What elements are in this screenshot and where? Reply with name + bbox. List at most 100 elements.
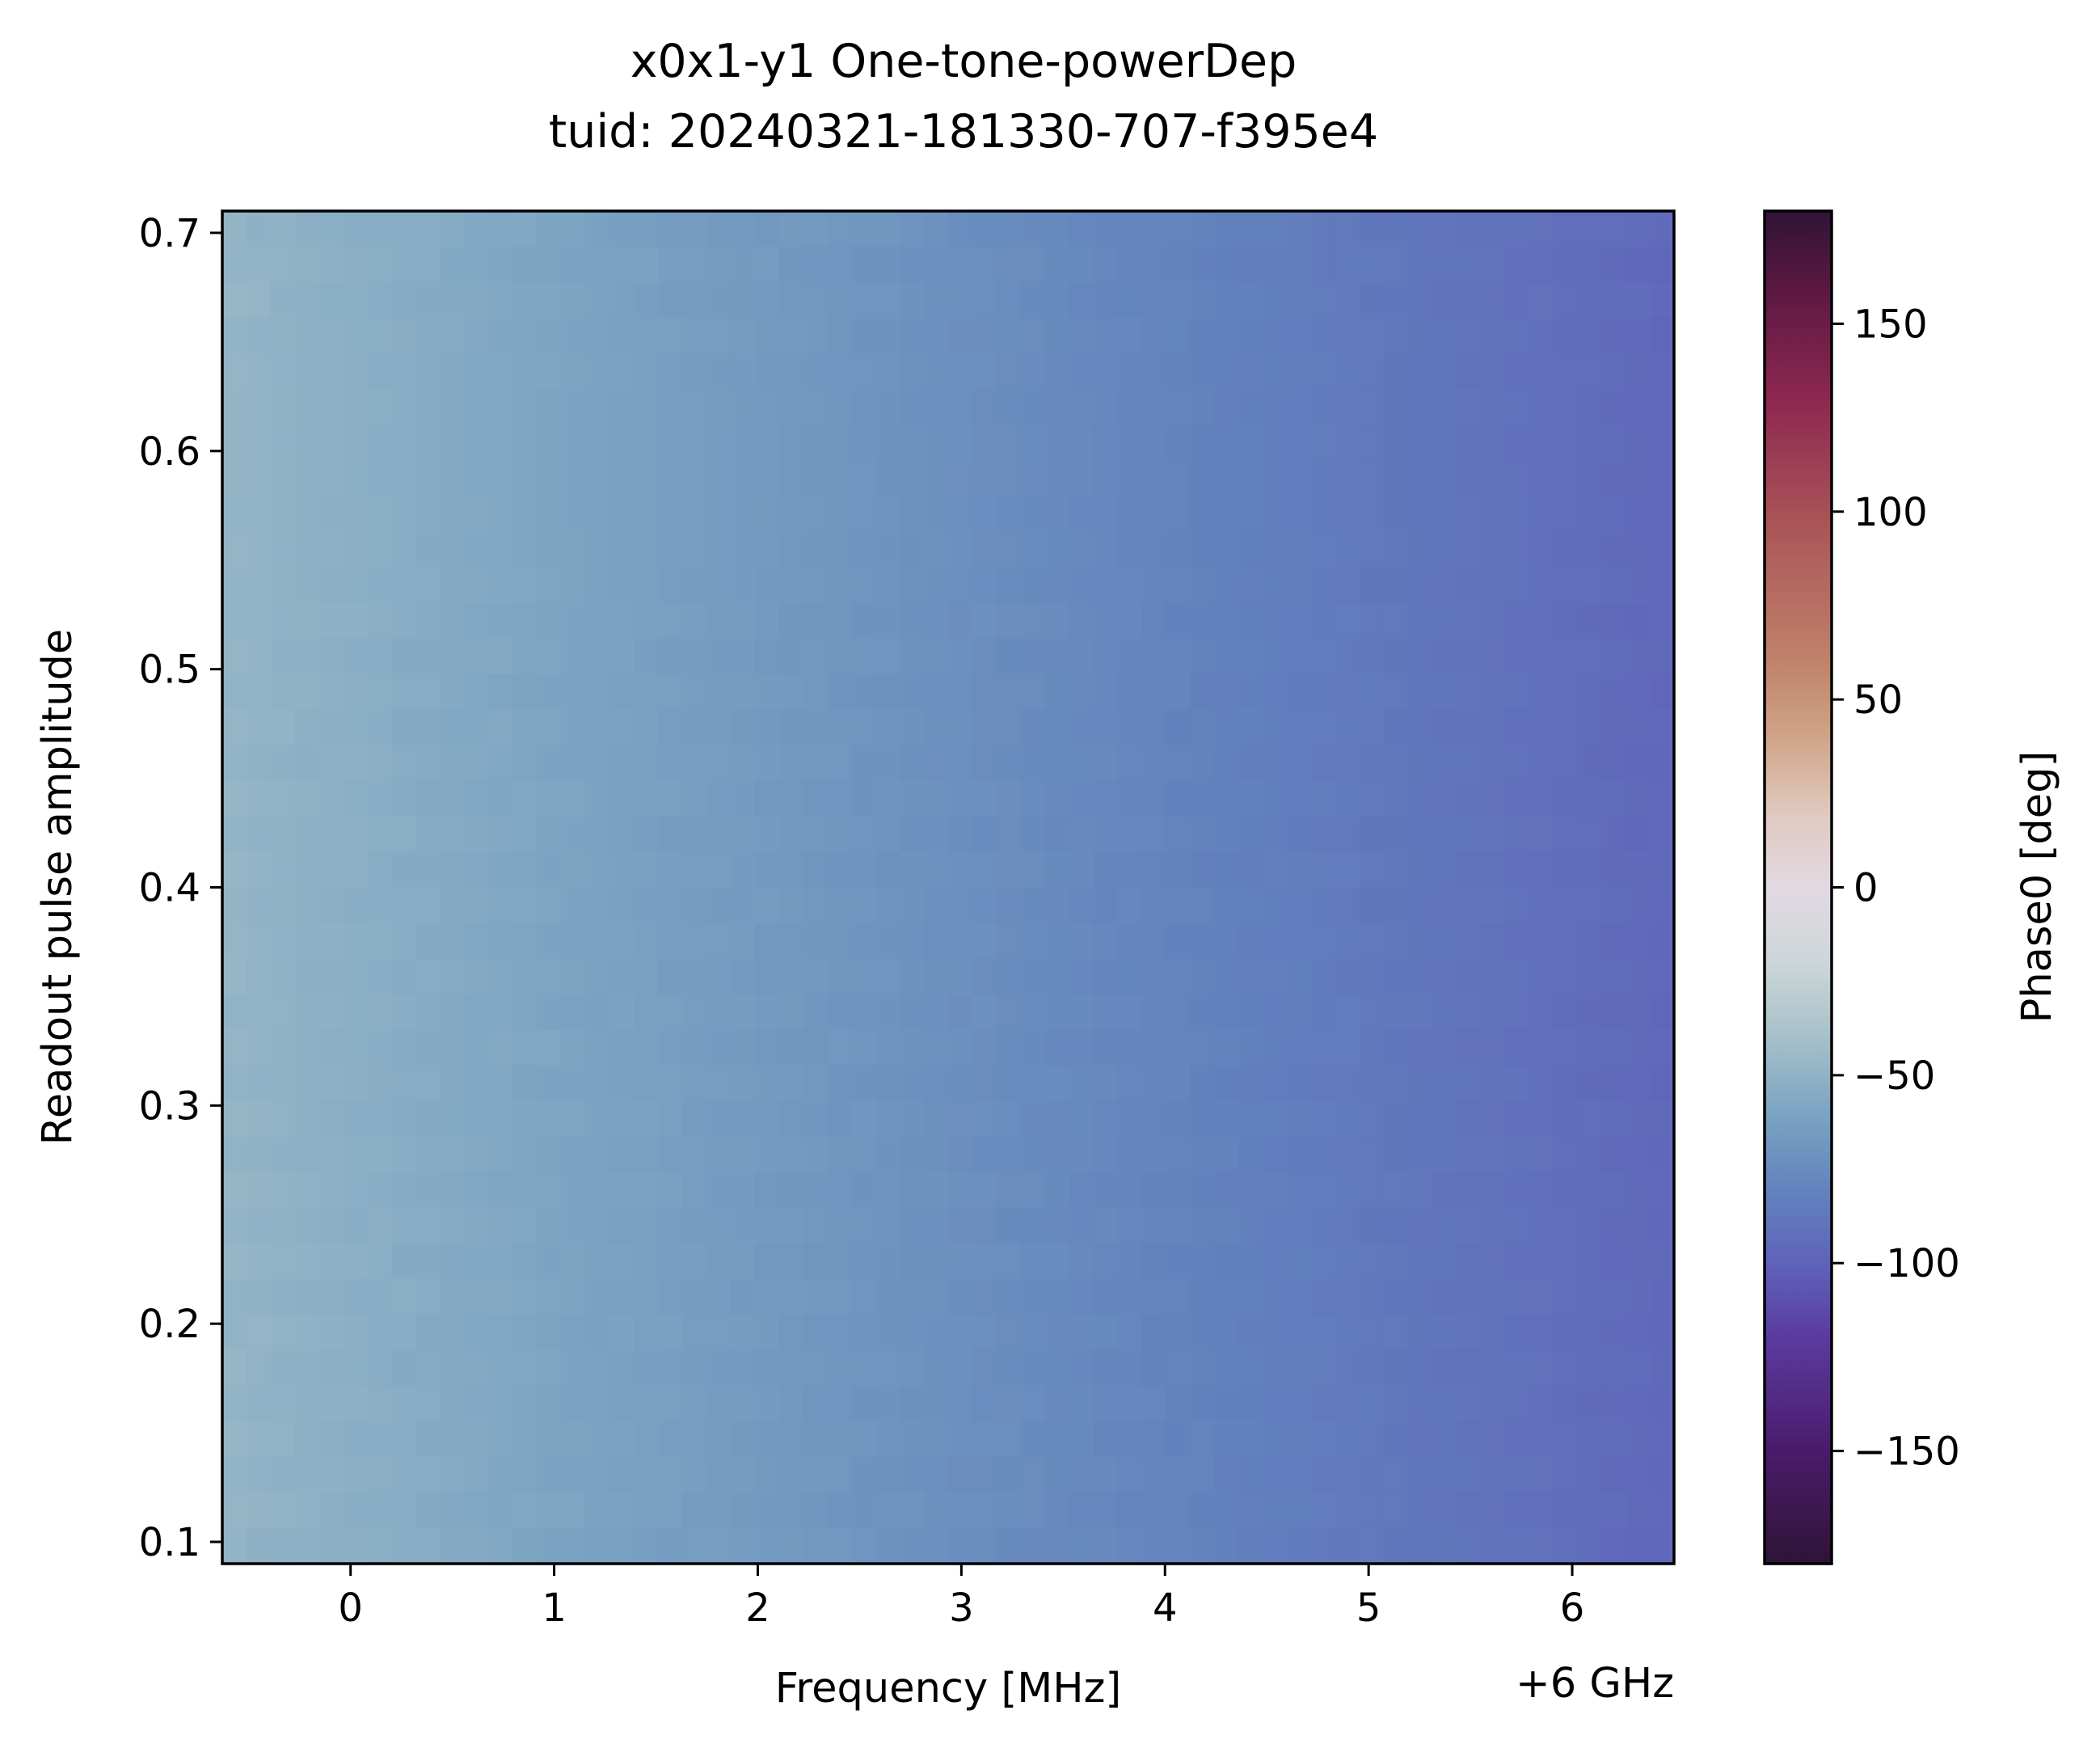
heatmap-cell [294, 567, 320, 603]
heatmap-cell [1480, 1029, 1506, 1066]
heatmap-cell [367, 496, 393, 532]
heatmap-cell [1407, 674, 1433, 710]
heatmap-cell [537, 709, 562, 745]
heatmap-cell [803, 531, 828, 568]
heatmap-cell [875, 282, 900, 319]
heatmap-cell [440, 424, 465, 461]
heatmap-cell [440, 1314, 465, 1351]
heatmap-cell [1432, 318, 1457, 354]
heatmap-cell [585, 709, 610, 745]
heatmap-cells [222, 211, 1675, 1565]
heatmap-cell [851, 318, 876, 354]
heatmap-cell [1044, 1278, 1070, 1315]
heatmap-cell [1287, 318, 1312, 354]
heatmap-cell [1650, 1278, 1675, 1315]
heatmap-cell [1263, 460, 1288, 496]
heatmap-cell [681, 1349, 707, 1387]
heatmap-cell [1238, 1385, 1263, 1422]
heatmap-cell [1166, 1207, 1191, 1244]
heatmap-cell [778, 1421, 803, 1458]
heatmap-cell [827, 1527, 852, 1565]
heatmap-cell [900, 780, 925, 817]
heatmap-cell [585, 424, 610, 461]
heatmap-cell [1432, 531, 1457, 568]
heatmap-cell [1214, 496, 1239, 532]
heatmap-cell [1117, 816, 1143, 853]
heatmap-cell [1287, 1029, 1312, 1066]
heatmap-cell [875, 1314, 900, 1351]
heatmap-cell [222, 887, 247, 924]
heatmap-cell [1093, 1278, 1119, 1315]
heatmap-cell [1650, 318, 1675, 354]
heatmap-cell [270, 1278, 296, 1315]
heatmap-cell [464, 994, 489, 1031]
heatmap-cell [1093, 1100, 1119, 1138]
heatmap-cell [1166, 496, 1191, 532]
heatmap-cell [464, 1421, 489, 1458]
heatmap-cell [1263, 1421, 1288, 1458]
heatmap-cell [1190, 816, 1215, 853]
heatmap-cell [1553, 531, 1578, 568]
heatmap-cell [1238, 353, 1263, 390]
heatmap-cell [585, 602, 610, 639]
heatmap-cell [1577, 1065, 1602, 1102]
heatmap-cell [1359, 923, 1385, 960]
heatmap-cell [318, 1527, 344, 1565]
heatmap-cell [1432, 1207, 1457, 1244]
heatmap-cell [851, 1492, 876, 1529]
heatmap-cell [1407, 496, 1433, 532]
heatmap-cell [1117, 282, 1143, 319]
heatmap-cell [827, 1385, 852, 1422]
heatmap-cell [1093, 1456, 1119, 1493]
heatmap-cell [609, 1243, 635, 1280]
heatmap-cell [537, 1100, 562, 1138]
heatmap-cell [1069, 318, 1094, 354]
heatmap-cell [1044, 247, 1070, 283]
heatmap-cell [1166, 1456, 1191, 1493]
heatmap-cell [1601, 318, 1626, 354]
heatmap-cell [367, 602, 393, 639]
heatmap-cell [391, 1172, 417, 1209]
heatmap-cell [730, 1385, 756, 1422]
heatmap-cell [1311, 424, 1336, 461]
heatmap-cell [464, 1278, 489, 1315]
heatmap-cell [803, 1207, 828, 1244]
heatmap-cell [1044, 780, 1070, 817]
heatmap-cell [1480, 994, 1506, 1031]
heatmap-cell [875, 318, 900, 354]
heatmap-cell [537, 318, 562, 354]
heatmap-cell [972, 1136, 997, 1173]
heatmap-cell [246, 709, 272, 745]
heatmap-cell [1238, 851, 1263, 889]
heatmap-cell [1335, 1243, 1360, 1280]
heatmap-cell [1335, 923, 1360, 960]
heatmap-cell [972, 1207, 997, 1244]
heatmap-cell [948, 1278, 973, 1315]
heatmap-cell [585, 247, 610, 283]
heatmap-cell [1287, 1172, 1312, 1209]
x-tick-label: 1 [542, 1586, 567, 1631]
heatmap-cell [657, 674, 683, 710]
heatmap-cell [1577, 1421, 1602, 1458]
heatmap-cell [996, 887, 1022, 924]
heatmap-cell [972, 1456, 997, 1493]
heatmap-cell [367, 211, 393, 247]
heatmap-cell [1432, 1100, 1457, 1138]
heatmap-cell [1359, 1136, 1385, 1173]
heatmap-cell [512, 1385, 538, 1422]
heatmap-cell [633, 1136, 659, 1173]
heatmap-cell [609, 211, 635, 247]
heatmap-cell [512, 923, 538, 960]
heatmap-cell [415, 1527, 441, 1565]
heatmap-cell [1359, 318, 1385, 354]
colorbar-tick-label: 0 [1853, 866, 1879, 911]
heatmap-cell [1263, 1385, 1288, 1422]
heatmap-cell [1166, 1527, 1191, 1565]
heatmap-cell [633, 1207, 659, 1244]
heatmap-cell [1263, 496, 1288, 532]
heatmap-cell [343, 211, 369, 247]
heatmap-cell [1117, 1278, 1143, 1315]
heatmap-cell [1044, 211, 1070, 247]
heatmap-cell [948, 1527, 973, 1565]
heatmap-cell [1504, 211, 1529, 247]
